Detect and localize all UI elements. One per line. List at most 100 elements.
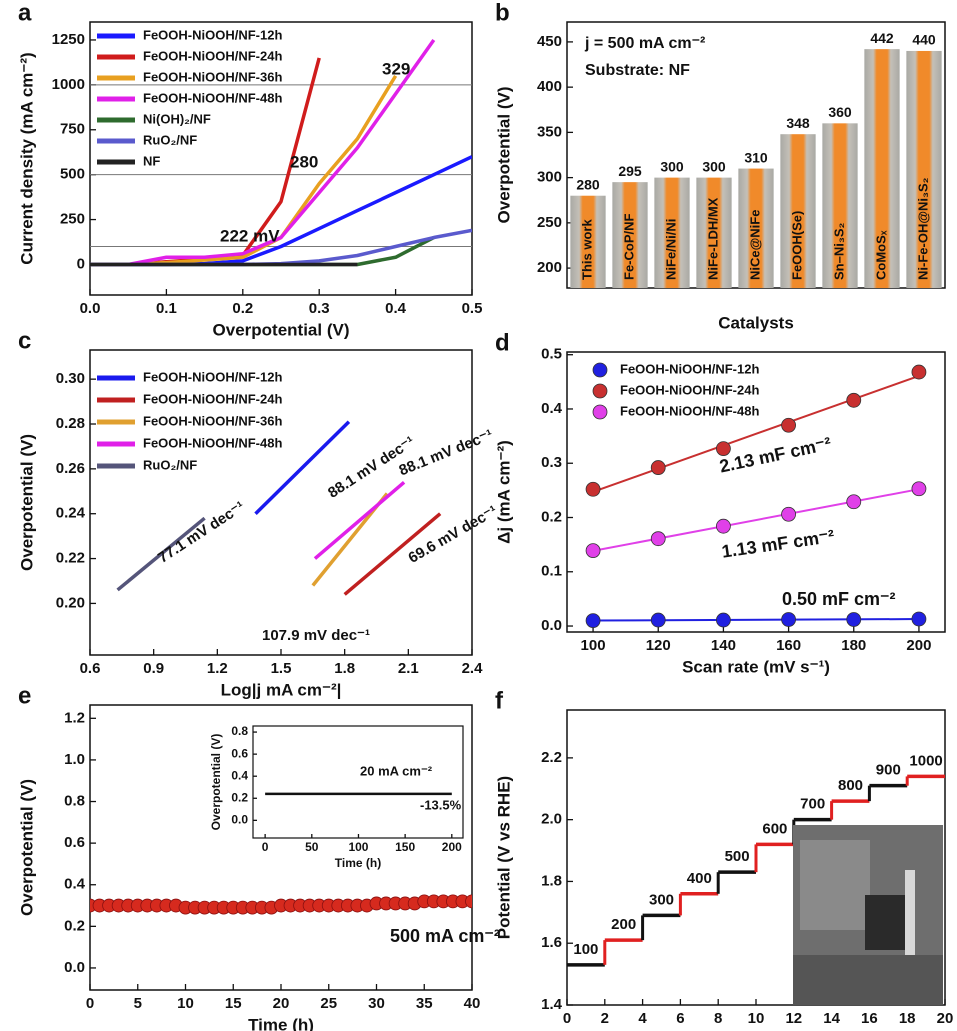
- annotation: 0.50 mF cm⁻²: [782, 589, 896, 609]
- panel-label: d: [495, 329, 510, 356]
- point: [846, 612, 862, 627]
- x-tick-label: 20: [273, 995, 290, 1012]
- bar: [612, 182, 648, 288]
- x-tick-label: 0: [563, 1010, 571, 1027]
- y-tick-label: 0.6: [64, 834, 85, 851]
- category-label: NiCe@NiFe: [747, 210, 762, 280]
- step-label: 1000: [909, 752, 942, 769]
- y-tick-label: 1000: [52, 76, 85, 93]
- x-tick-label: 2.1: [398, 660, 419, 677]
- series-line: [313, 480, 406, 560]
- x-tick-label: 0.0: [80, 300, 101, 317]
- x-tick-label: 4: [638, 1010, 647, 1027]
- point: [585, 481, 601, 497]
- y-tick-label: 0.2: [541, 508, 562, 525]
- bar: [780, 134, 816, 288]
- y-tick-label: 2.0: [541, 811, 562, 828]
- annotation: 329: [382, 59, 410, 78]
- y-tick-label: 0.0: [64, 959, 85, 976]
- legend-label: FeOOH-NiOOH/NF-36h: [143, 69, 282, 84]
- x-tick-label: 18: [899, 1010, 916, 1027]
- y-tick-label: 1.8: [541, 872, 562, 889]
- x-tick-label: 40: [464, 995, 481, 1012]
- panel-label: b: [495, 0, 510, 26]
- value-label: 300: [702, 158, 726, 174]
- plot-layer: [90, 38, 472, 267]
- x-tick-label: 160: [776, 637, 801, 654]
- y-tick-label: 0.30: [56, 370, 85, 387]
- x-tick-label: 100: [581, 637, 606, 654]
- y-tick-label: 0.2: [64, 917, 85, 934]
- point: [846, 494, 862, 510]
- series-line: [116, 516, 206, 592]
- plot-area: [566, 351, 946, 633]
- step-label: 400: [687, 870, 712, 887]
- legend-marker: [592, 404, 608, 420]
- bar: [738, 168, 774, 288]
- x-tick-label: 200: [442, 840, 462, 854]
- annotation: -13.5%: [420, 797, 462, 812]
- x-tick-label: 2: [601, 1010, 609, 1027]
- point: [716, 518, 731, 534]
- legend-label: NF: [143, 153, 160, 168]
- x-tick-label: 0.2: [232, 300, 253, 317]
- y-axis-label: Current density (mA cm⁻²): [17, 52, 36, 264]
- x-tick-label: 200: [906, 637, 931, 654]
- plot-layer: [116, 420, 442, 596]
- x-tick-label: 10: [748, 1010, 765, 1027]
- annotation: 500 mA cm⁻²: [390, 926, 500, 946]
- y-tick-label: 0.22: [56, 550, 85, 567]
- point: [650, 531, 666, 547]
- legend-label: FeOOH-NiOOH/NF-24h: [620, 382, 759, 397]
- y-tick-label: 0.4: [64, 876, 86, 893]
- plot-layer: [567, 774, 945, 967]
- fit-line: [592, 488, 920, 552]
- point: [650, 460, 666, 475]
- point: [846, 392, 862, 408]
- x-tick-label: 8: [714, 1010, 722, 1027]
- legend-marker: [592, 383, 608, 399]
- x-tick-label: 0.9: [143, 660, 164, 677]
- x-tick-label: 2.4: [462, 660, 484, 677]
- legend-label: FeOOH-NiOOH/NF-12h: [143, 369, 282, 384]
- annotation: 222 mV: [220, 226, 280, 245]
- y-tick-label: 250: [537, 214, 562, 231]
- y-axis-label: Overpotential (V): [209, 734, 223, 831]
- value-label: 295: [618, 163, 642, 179]
- legend-label: FeOOH-NiOOH/NF-48h: [620, 403, 759, 418]
- point: [716, 612, 731, 628]
- legend-label: RuO₂/NF: [143, 457, 197, 472]
- step-label: 100: [573, 941, 598, 958]
- x-tick-label: 35: [416, 995, 433, 1012]
- x-tick-label: 25: [320, 995, 337, 1012]
- y-tick-label: 350: [537, 123, 562, 140]
- category-label: NiFe/Ni/Ni: [663, 219, 678, 280]
- y-tick-label: 1.0: [64, 751, 85, 768]
- x-tick-label: 0.3: [309, 300, 330, 317]
- plot-layer: [570, 49, 942, 288]
- step-label: 600: [762, 820, 787, 837]
- fit-line: [593, 618, 919, 622]
- y-tick-label: 0.8: [231, 724, 248, 738]
- panel-label: f: [495, 687, 504, 714]
- series-line: [90, 38, 436, 267]
- bar: [654, 177, 690, 288]
- value-label: 442: [870, 30, 894, 46]
- annotation: j = 500 mA cm⁻²: [584, 35, 705, 52]
- x-tick-label: 10: [177, 995, 194, 1012]
- value-label: 348: [786, 115, 810, 131]
- x-tick-label: 0.4: [385, 300, 407, 317]
- legend-label: FeOOH-NiOOH/NF-48h: [143, 435, 282, 450]
- value-label: 440: [912, 32, 936, 48]
- category-label: Ni-Fe-OH@Ni₃S₂: [915, 177, 930, 280]
- legend-label: RuO₂/NF: [143, 132, 197, 147]
- legend-label: Ni(OH)₂/NF: [143, 111, 211, 126]
- x-tick-label: 20: [937, 1010, 954, 1027]
- y-tick-label: 0.0: [231, 813, 248, 827]
- y-tick-label: 0.24: [56, 505, 86, 522]
- x-tick-label: 0: [86, 995, 94, 1012]
- y-tick-label: 0.26: [56, 460, 85, 477]
- bar: [864, 49, 900, 288]
- category-label: Sn–Ni₃S₂: [831, 222, 846, 280]
- category-label: This work: [579, 219, 594, 280]
